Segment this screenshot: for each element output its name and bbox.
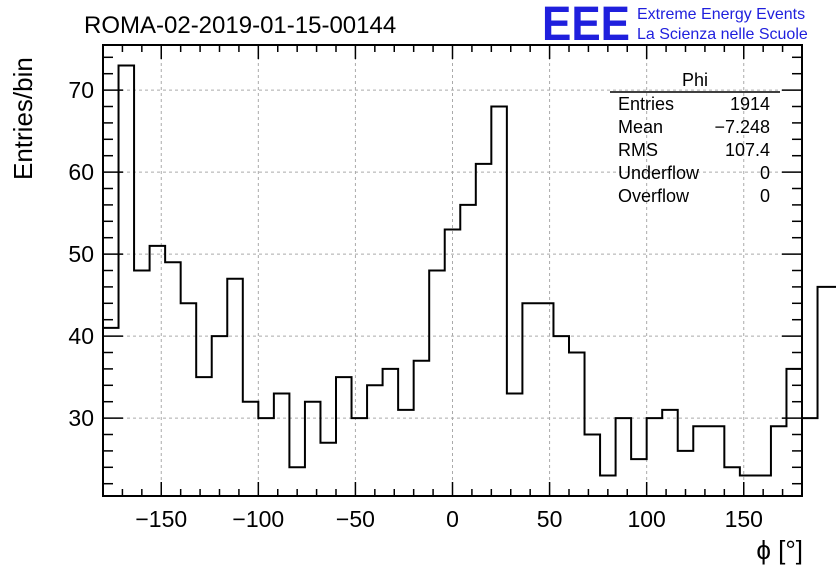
x-tick-label: −100 <box>232 506 284 532</box>
y-axis-label: Entries/bin <box>8 57 38 180</box>
y-tick-labels: 30 40 50 60 70 <box>68 77 94 431</box>
stats-row-label: Entries <box>618 94 674 114</box>
y-tick-label: 40 <box>68 323 94 349</box>
x-tick-label: 100 <box>627 506 665 532</box>
stats-box: Phi Entries 1914 Mean −7.248 RMS 107.4 Underfl… <box>610 70 780 206</box>
y-tick-label: 50 <box>68 241 94 267</box>
stats-row-value: −7.248 <box>714 117 770 137</box>
histogram-series-line <box>103 64 836 477</box>
stats-title: Phi <box>682 70 708 90</box>
chart-title: ROMA-02-2019-01-15-00144 <box>84 12 396 39</box>
eee-logo: EEE Extreme Energy Events La Scienza nel… <box>542 0 808 51</box>
logo-line-1: Extreme Energy Events <box>637 6 805 23</box>
stats-row-value: 0 <box>760 163 770 183</box>
stats-row-label: RMS <box>618 140 658 160</box>
logo-line-2: La Scienza nelle Scuole <box>637 26 808 43</box>
logo-mark: EEE <box>542 0 630 51</box>
y-tick-label: 70 <box>68 77 94 103</box>
x-tick-label: −50 <box>336 506 375 532</box>
stats-row-label: Mean <box>618 117 663 137</box>
stats-row-value: 0 <box>760 186 770 206</box>
grid-lines <box>103 45 802 496</box>
y-tick-label: 60 <box>68 159 94 185</box>
axis-ticks <box>102 45 803 496</box>
stats-row-value: 1914 <box>730 94 770 114</box>
x-tick-label: −150 <box>135 506 187 532</box>
x-axis-label: ϕ [°] <box>756 535 803 565</box>
x-tick-labels: −150 −100 −50 0 50 100 150 <box>135 506 763 532</box>
y-tick-label: 30 <box>68 405 94 431</box>
stats-row-label: Underflow <box>618 163 700 183</box>
stats-row-value: 107.4 <box>725 140 770 160</box>
stats-row-label: Overflow <box>618 186 690 206</box>
x-tick-label: 50 <box>537 506 563 532</box>
x-tick-label: 0 <box>446 506 459 532</box>
stats-rows: Entries 1914 Mean −7.248 RMS 107.4 Underflow 0 O… <box>618 94 770 206</box>
x-tick-label: 150 <box>725 506 763 532</box>
